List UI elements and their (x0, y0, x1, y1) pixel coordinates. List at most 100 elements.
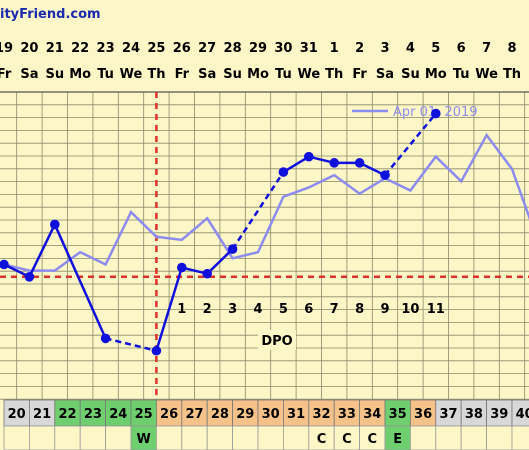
temperature-point (304, 151, 314, 162)
cycle-day-number: 39 (490, 407, 508, 422)
current-series-segment (53, 223, 107, 339)
flag-cell (206, 425, 233, 450)
header-date: 1 (330, 41, 339, 56)
cycle-day-number: 22 (58, 407, 76, 422)
current-series-segment (28, 223, 56, 278)
flag-cell (435, 425, 462, 450)
dpo-number: 3 (228, 302, 237, 317)
temperature-point (431, 108, 441, 119)
header-date: 3 (380, 41, 389, 56)
header-date: 21 (46, 41, 64, 56)
current-series-gap-segment (231, 171, 285, 250)
temperature-point (278, 167, 289, 177)
temperature-point (100, 333, 111, 344)
flag-cell (384, 425, 411, 450)
flag-cell (28, 425, 56, 450)
cycle-day-number: 21 (33, 407, 51, 422)
header-date: 23 (97, 41, 115, 56)
cycle-day-number: 32 (312, 407, 330, 422)
current-series-segment (206, 248, 234, 275)
flag-letter: E (393, 432, 402, 447)
flag-cell (3, 425, 30, 450)
flag-letter: C (342, 432, 352, 447)
cycle-day-cell (232, 399, 259, 427)
header-weekday: Th (503, 67, 521, 82)
dpo-number: 5 (279, 302, 288, 317)
cycle-day-cell (486, 399, 513, 427)
temperature-point (151, 345, 162, 356)
dpo-number: 8 (355, 302, 364, 317)
cycle-day-number: 37 (439, 407, 457, 422)
flag-cell (486, 425, 513, 450)
header-weekday: Mo (425, 67, 447, 82)
header-date: 19 (0, 41, 13, 56)
dpo-number: 1 (177, 302, 186, 317)
flag-letter: W (137, 432, 151, 447)
cycle-day-cell (79, 399, 106, 427)
cycle-day-cell (3, 399, 30, 427)
flag-cell (54, 425, 81, 450)
cycle-day-cell (105, 399, 132, 427)
cycle-day-number: 34 (363, 407, 381, 422)
cycle-day-number: 35 (389, 407, 407, 422)
header-date: 20 (20, 41, 38, 56)
temperature-point (380, 170, 390, 180)
header-weekday: Tu (453, 67, 470, 82)
cycle-day-number: 30 (262, 407, 280, 422)
flag-cell (232, 425, 259, 450)
header-date: 31 (300, 41, 318, 56)
flag-cell (282, 425, 310, 450)
current-series-segment (155, 267, 183, 352)
header-weekday: Mo (69, 67, 91, 82)
cycle-day-number: 25 (135, 407, 153, 422)
flag-letter: C (368, 432, 378, 447)
flag-cell (130, 425, 157, 450)
cycle-day-number: 26 (160, 407, 178, 422)
flag-cell (79, 425, 106, 450)
dpo-label-bg (258, 330, 296, 350)
header-date: 4 (406, 41, 415, 56)
header-weekday: Mo (247, 67, 269, 82)
header-date: 7 (482, 41, 491, 56)
temperature-point (50, 219, 60, 230)
header-weekday: Tu (275, 67, 292, 82)
dpo-number: 10 (401, 302, 419, 317)
cycle-day-number: 33 (338, 407, 356, 422)
header-weekday: Fr (175, 67, 190, 82)
flag-cell (181, 425, 208, 450)
cycle-day-cell (257, 399, 284, 427)
dpo-label: DPO (261, 334, 292, 349)
header-weekday: Th (325, 67, 343, 82)
cycle-day-cell (155, 399, 183, 427)
flag-cell (155, 425, 183, 450)
header-date: 29 (249, 41, 267, 56)
cycle-day-cell (282, 399, 310, 427)
header-weekday: Sa (198, 67, 216, 82)
site-name: ityFriend.com (0, 7, 101, 22)
cycle-day-number: 24 (109, 407, 127, 422)
flag-cell (257, 425, 284, 450)
cycle-day-number: 23 (84, 407, 102, 422)
header-date: 25 (147, 41, 165, 56)
header-date: 2 (355, 41, 364, 56)
header-date: 22 (71, 41, 89, 56)
flag-cell (105, 425, 132, 450)
current-series-gap-segment (384, 112, 437, 176)
dpo-number: 2 (203, 302, 212, 317)
temperature-point (177, 262, 187, 273)
header-weekday: Th (147, 67, 165, 82)
cycle-day-number: 29 (236, 407, 254, 422)
cycle-day-cell (460, 399, 488, 427)
header-date: 6 (457, 41, 466, 56)
dpo-number: 9 (380, 302, 389, 317)
header-date: 30 (274, 41, 292, 56)
cycle-day-number: 36 (414, 407, 432, 422)
cycle-day-number: 38 (465, 407, 483, 422)
flag-cell (409, 425, 437, 450)
header-date: 5 (431, 41, 440, 56)
dpo-number: 7 (330, 302, 339, 317)
cycle-day-number: 20 (8, 407, 26, 422)
header-weekday: Sa (20, 67, 38, 82)
